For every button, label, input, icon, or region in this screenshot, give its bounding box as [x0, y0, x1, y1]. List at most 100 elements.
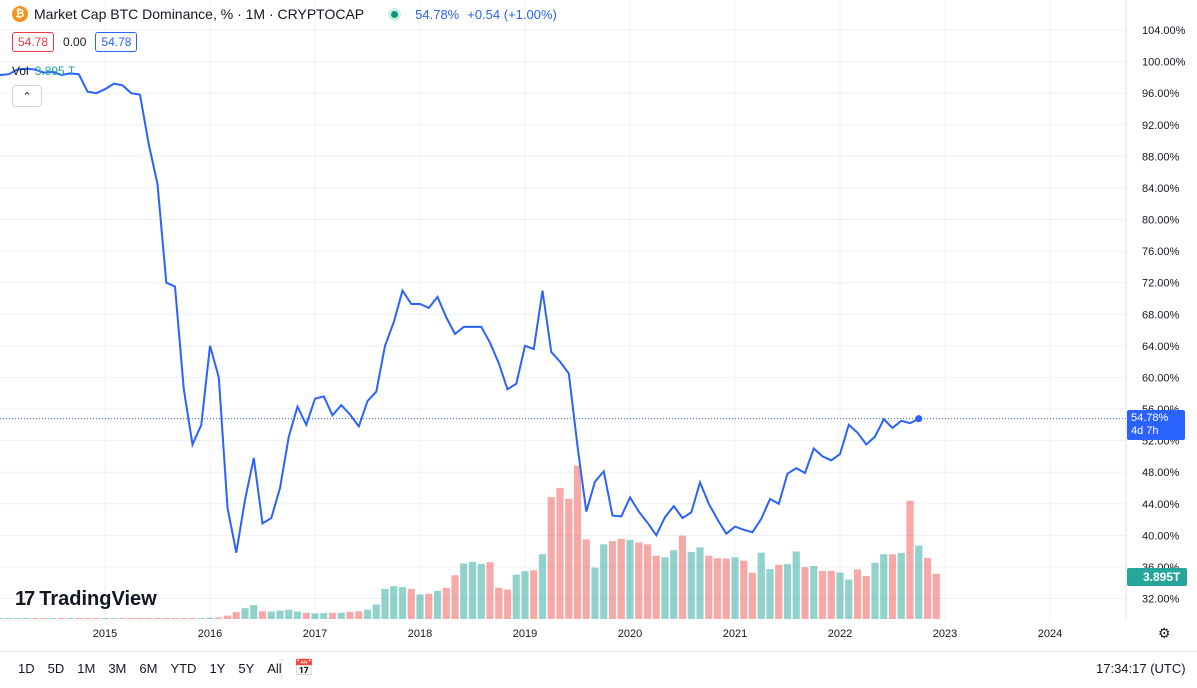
range-1d[interactable]: 1D [18, 661, 35, 676]
volume-value: 3.895 T [34, 64, 76, 78]
volume-bar [22, 618, 30, 619]
volume-bar [162, 618, 170, 619]
bar-countdown: 4d 7h [1131, 425, 1159, 437]
volume-bar [110, 618, 118, 619]
quote-boxes: 54.78 0.00 54.78 [12, 32, 138, 52]
volume-bar [433, 590, 442, 619]
range-5y[interactable]: 5Y [238, 661, 255, 676]
volume-bar [678, 535, 687, 619]
volume-bar [171, 618, 179, 619]
volume-bar [101, 618, 109, 619]
x-tick-label: 2017 [303, 628, 327, 640]
volume-bar [381, 588, 389, 619]
volume-bar [705, 555, 713, 619]
tradingview-logo-mark: 17 [15, 588, 35, 610]
y-tick-label: 60.00% [1142, 372, 1180, 384]
volume-bar [468, 561, 477, 619]
volume-bar [810, 565, 818, 619]
volume-bar [363, 609, 372, 619]
last-point-marker [915, 415, 923, 423]
volume-bar [486, 562, 494, 619]
y-tick-label: 64.00% [1142, 341, 1180, 353]
y-tick-label: 72.00% [1142, 278, 1180, 290]
volume-bar [460, 563, 468, 619]
range-3m[interactable]: 3M [108, 661, 127, 676]
volume-label: Vol [12, 64, 29, 78]
volume-bar [398, 587, 407, 619]
volume-bar [328, 612, 337, 619]
volume-bar [57, 618, 65, 619]
volume-bar [5, 618, 13, 619]
sell-value-box[interactable]: 54.78 [12, 32, 55, 52]
volume-bar [923, 557, 932, 619]
btc-dominance-line [0, 67, 920, 553]
volume-bar [355, 611, 363, 619]
volume-bar [372, 604, 380, 619]
x-tick-label: 2022 [828, 628, 852, 640]
volume-bar [215, 617, 223, 619]
y-tick-label: 80.00% [1142, 215, 1180, 227]
range-6m[interactable]: 6M [139, 661, 158, 676]
volume-bar [346, 611, 354, 619]
calendar-icon[interactable]: 📅 [294, 660, 314, 677]
x-tick-label: 2024 [1038, 628, 1062, 640]
x-tick-label: 2015 [93, 628, 117, 640]
gear-icon[interactable]: ⚙ [1158, 625, 1171, 641]
x-tick-label: 2016 [198, 628, 222, 640]
volume-bar [337, 612, 345, 619]
current-value: 54.78% [415, 6, 460, 22]
buy-value-box[interactable]: 54.78 [95, 32, 138, 52]
price-axis[interactable]: 32.00%36.00%40.00%44.00%48.00%52.00%56.0… [1125, 0, 1186, 620]
volume-bar [503, 589, 512, 619]
range-5d[interactable]: 5D [47, 661, 65, 676]
chart-canvas[interactable]: 32.00%36.00%40.00%44.00%48.00%52.00%56.0… [0, 0, 1197, 651]
x-tick-label: 2021 [723, 628, 747, 640]
volume-bar [766, 569, 774, 619]
volume-bar [635, 542, 643, 619]
volume-bar [40, 618, 48, 619]
volume-bar [915, 545, 923, 619]
volume-bar [670, 550, 678, 619]
range-1y[interactable]: 1Y [209, 661, 226, 676]
volume-bar [250, 605, 258, 619]
y-tick-label: 84.00% [1142, 183, 1180, 195]
time-axis[interactable]: 2015 2016 2017 2018 2019 2020 2021 2022 2023 2024 [93, 628, 1062, 640]
tradingview-logo-text: TradingView [39, 588, 157, 610]
symbol-title[interactable]: Market Cap BTC Dominance, % · 1M · CRYPT… [34, 6, 365, 22]
volume-bar [197, 618, 205, 619]
volume-bar [416, 594, 424, 619]
utc-clock[interactable]: 17:34:17 (UTC) [1096, 661, 1186, 676]
volume-bar [687, 552, 695, 619]
volume-bar [643, 544, 652, 619]
volume-bar [320, 613, 328, 619]
volume-bar [477, 563, 485, 619]
volume-bar [31, 618, 39, 619]
range-1m[interactable]: 1M [77, 661, 96, 676]
range-all[interactable]: All [267, 661, 282, 676]
volume-bar [731, 557, 739, 619]
volume-bar [608, 541, 617, 619]
collapse-legend-button[interactable]: ⌃ [12, 85, 42, 107]
value-change: +0.54 (+1.00%) [467, 6, 557, 22]
volume-bar [845, 579, 853, 619]
volume-bar [302, 612, 310, 619]
volume-bar [188, 618, 197, 619]
toolbar-divider [281, 658, 282, 680]
volume-bar [862, 575, 870, 619]
tradingview-logo[interactable]: 17 TradingView [15, 588, 157, 611]
market-status-icon[interactable] [388, 7, 402, 21]
y-tick-label: 100.00% [1142, 57, 1186, 69]
volume-bar [83, 618, 92, 619]
volume-bar [92, 618, 100, 619]
y-tick-label: 92.00% [1142, 120, 1180, 132]
volume-bar [136, 618, 144, 619]
y-tick-label: 32.00% [1142, 594, 1180, 606]
volume-bar [547, 497, 555, 619]
volume-bar [775, 564, 783, 619]
volume-bar [223, 615, 232, 619]
volume-bar [617, 539, 625, 619]
volume-bar [311, 613, 319, 619]
range-ytd[interactable]: YTD [170, 661, 197, 676]
volume-bar [801, 567, 809, 619]
x-tick-label: 2020 [618, 628, 642, 640]
